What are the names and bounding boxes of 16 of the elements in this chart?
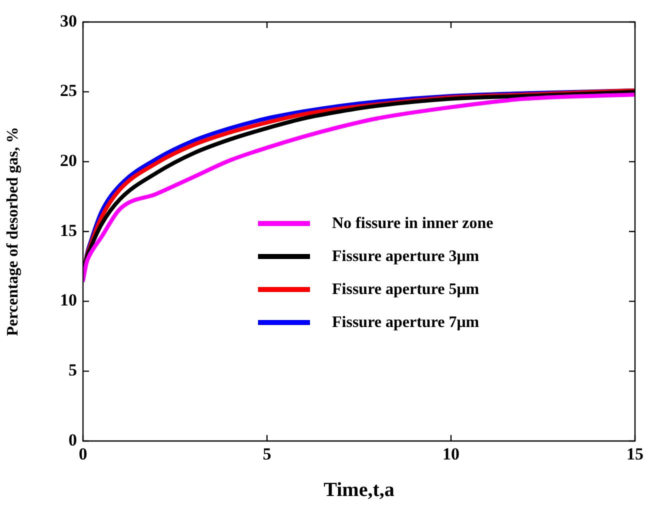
- y-tick-label: 10: [60, 290, 77, 310]
- legend-label: Fissure aperture 5μm: [332, 280, 480, 298]
- x-tick-label: 15: [626, 444, 644, 464]
- legend-label: Fissure aperture 7μm: [332, 314, 480, 332]
- x-tick-label: 10: [442, 444, 460, 464]
- y-tick-label: 0: [68, 430, 77, 450]
- legend-label: No fissure in inner zone: [332, 214, 494, 232]
- y-tick-label: 25: [60, 81, 77, 100]
- y-tick-label: 20: [60, 151, 77, 170]
- legend-label: Fissure aperture 3μm: [332, 248, 480, 266]
- y-tick-label: 15: [60, 220, 77, 240]
- y-tick-label: 5: [68, 360, 77, 380]
- y-tick-label: 30: [60, 11, 77, 30]
- y-axis-title: Percentage of desorbed gas, %: [4, 127, 22, 336]
- x-axis-title: Time,t,a: [324, 479, 394, 502]
- x-tick-label: 5: [262, 444, 272, 464]
